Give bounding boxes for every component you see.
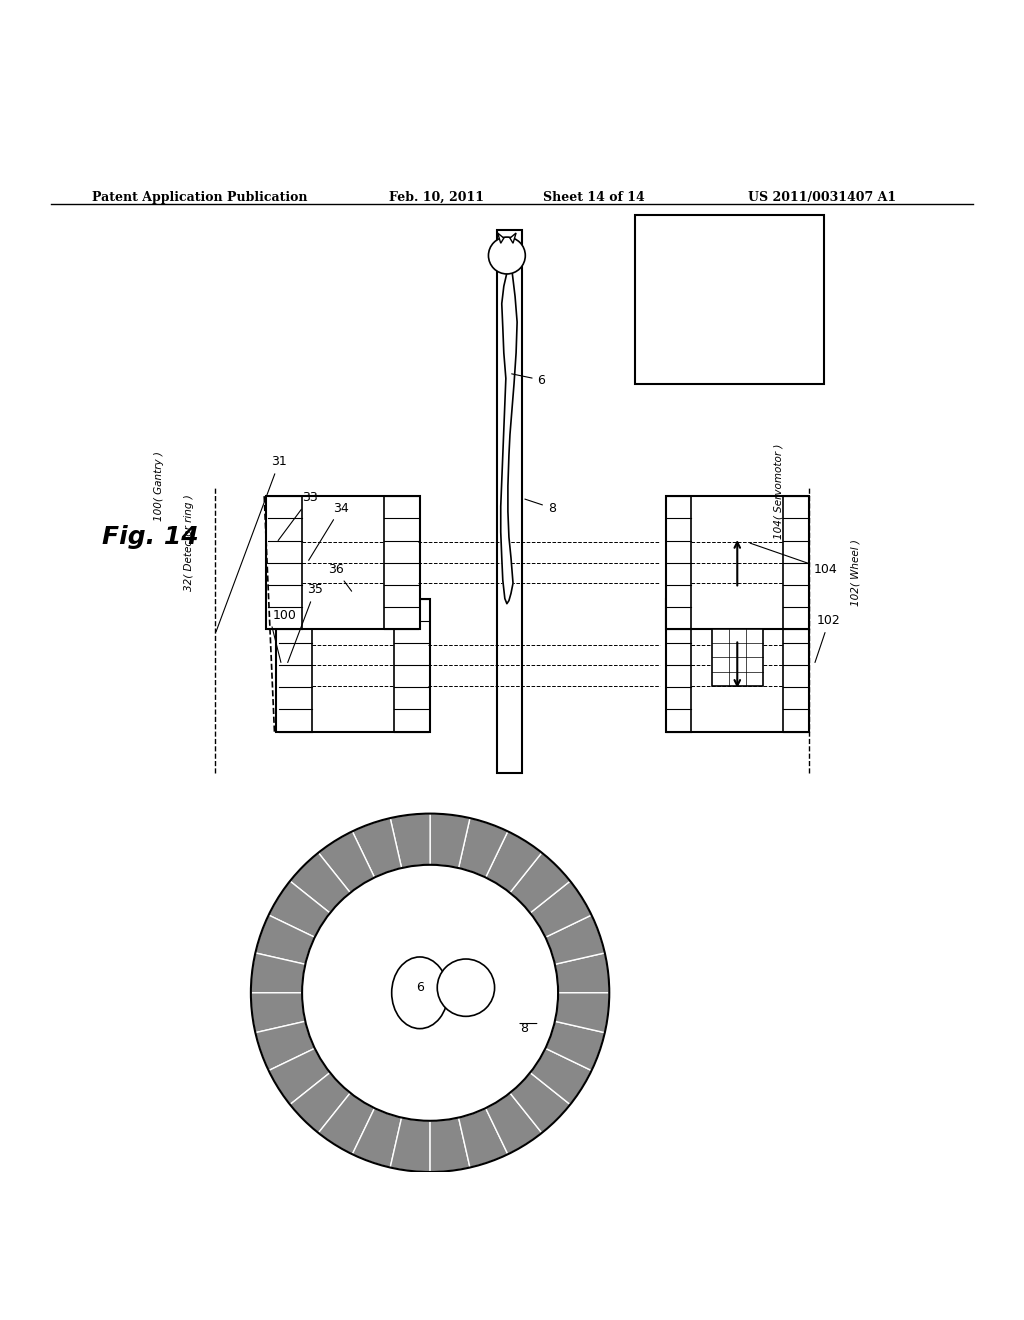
Bar bbox=[497, 230, 522, 772]
Text: 35: 35 bbox=[288, 583, 324, 663]
Wedge shape bbox=[459, 1107, 508, 1167]
Text: 8: 8 bbox=[520, 1022, 528, 1035]
Bar bbox=[635, 215, 824, 384]
Ellipse shape bbox=[391, 957, 449, 1028]
Wedge shape bbox=[290, 1073, 350, 1133]
Wedge shape bbox=[430, 1118, 470, 1172]
Wedge shape bbox=[555, 953, 609, 993]
Wedge shape bbox=[555, 993, 609, 1032]
Wedge shape bbox=[390, 813, 430, 869]
Wedge shape bbox=[530, 1048, 592, 1105]
Text: 33: 33 bbox=[279, 491, 317, 540]
Wedge shape bbox=[318, 832, 375, 892]
Text: 100( Gantry ): 100( Gantry ) bbox=[154, 451, 164, 521]
Text: Fig. 14: Fig. 14 bbox=[102, 525, 199, 549]
Wedge shape bbox=[459, 818, 508, 878]
Bar bbox=[490, 875, 503, 1110]
Text: Feb. 10, 2011: Feb. 10, 2011 bbox=[389, 191, 484, 205]
Bar bbox=[712, 630, 763, 685]
Wedge shape bbox=[290, 853, 350, 913]
Wedge shape bbox=[318, 1093, 375, 1154]
Text: Patent Application Publication: Patent Application Publication bbox=[92, 191, 307, 205]
Wedge shape bbox=[251, 993, 305, 1032]
Text: 104: 104 bbox=[751, 543, 838, 576]
Text: 6: 6 bbox=[512, 374, 546, 387]
Bar bbox=[666, 496, 809, 630]
Bar bbox=[266, 496, 420, 630]
Text: 36: 36 bbox=[328, 562, 351, 591]
Text: US 2011/0031407 A1: US 2011/0031407 A1 bbox=[748, 191, 896, 205]
Bar bbox=[276, 598, 430, 731]
Polygon shape bbox=[498, 234, 504, 243]
Polygon shape bbox=[510, 234, 516, 243]
Wedge shape bbox=[268, 880, 330, 937]
Wedge shape bbox=[390, 1118, 430, 1172]
Text: 102: 102 bbox=[815, 614, 841, 663]
Text: 8: 8 bbox=[525, 499, 556, 515]
Text: 32( Detector ring ): 32( Detector ring ) bbox=[184, 494, 195, 590]
Wedge shape bbox=[255, 1022, 314, 1071]
Wedge shape bbox=[352, 818, 401, 878]
Text: 102( Wheel ): 102( Wheel ) bbox=[850, 540, 860, 606]
Text: 31: 31 bbox=[216, 455, 287, 632]
Wedge shape bbox=[510, 1073, 570, 1133]
Text: 6: 6 bbox=[416, 981, 424, 994]
Circle shape bbox=[488, 238, 525, 275]
Polygon shape bbox=[501, 269, 517, 603]
Wedge shape bbox=[430, 813, 470, 869]
Wedge shape bbox=[485, 832, 542, 892]
Bar bbox=[712, 543, 763, 598]
Wedge shape bbox=[546, 915, 605, 965]
Text: Sheet 14 of 14: Sheet 14 of 14 bbox=[543, 191, 644, 205]
Wedge shape bbox=[546, 1022, 605, 1071]
Circle shape bbox=[437, 960, 495, 1016]
Wedge shape bbox=[510, 853, 570, 913]
Wedge shape bbox=[268, 1048, 330, 1105]
Text: 100: 100 bbox=[272, 609, 297, 622]
Wedge shape bbox=[255, 915, 314, 965]
Bar bbox=[666, 598, 809, 731]
Wedge shape bbox=[352, 1107, 401, 1167]
Wedge shape bbox=[251, 953, 305, 993]
Text: 104( Servomotor ): 104( Servomotor ) bbox=[773, 444, 783, 539]
Text: 34: 34 bbox=[308, 502, 348, 561]
Wedge shape bbox=[485, 1093, 542, 1154]
Wedge shape bbox=[530, 880, 592, 937]
Circle shape bbox=[302, 865, 558, 1121]
